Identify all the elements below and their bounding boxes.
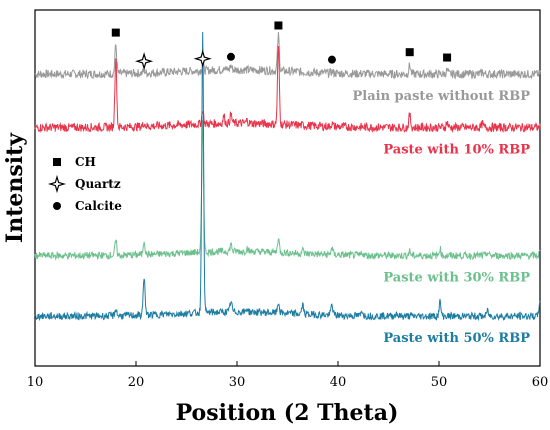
x-tick-label: 50 [431, 375, 448, 390]
series-line-3 [34, 31, 541, 322]
series-label-1: Paste with 10% RBP [383, 142, 530, 157]
y-axis-title: Intensity [2, 132, 28, 243]
plot-frame [34, 9, 541, 367]
series-label-0: Plain paste without RBP [353, 89, 531, 104]
series-label-3: Paste with 50% RBP [383, 331, 530, 346]
phase-marker-layer [111, 21, 452, 71]
series-line-2 [34, 120, 541, 261]
x-tick-label: 40 [330, 375, 347, 390]
series-line-1 [34, 45, 541, 134]
legend-star-symbol [47, 174, 67, 194]
marker-quartz-star [134, 52, 154, 71]
marker-ch-square [443, 53, 452, 62]
marker-ch-square [274, 21, 283, 30]
legend-label-ch: CH [75, 155, 96, 169]
marker-ch-square [405, 48, 414, 57]
marker-calcite-circle [327, 55, 336, 64]
x-tick-label: 60 [532, 375, 549, 390]
series-layer [34, 31, 541, 322]
legend-square-symbol [53, 158, 61, 166]
legend-label-quartz: Quartz [75, 177, 121, 191]
marker-quartz-star [193, 49, 212, 68]
x-tick-label: 10 [27, 375, 44, 390]
x-tick-label: 30 [229, 375, 246, 390]
x-axis-title: Position (2 Theta) [176, 400, 399, 426]
legend: CH Quartz Calcite [47, 155, 122, 213]
marker-ch-square [111, 28, 120, 37]
legend-label-calcite: Calcite [75, 199, 122, 213]
series-line-0 [34, 31, 541, 80]
x-tick-label: 20 [128, 375, 145, 390]
series-label-2: Paste with 30% RBP [383, 271, 530, 286]
legend-circle-symbol [53, 202, 61, 210]
marker-calcite-circle [226, 52, 235, 61]
series-label-layer: Plain paste without RBP Paste with 10% RB… [353, 89, 531, 346]
x-axis-ticks: 10 20 30 40 50 60 [27, 361, 549, 390]
